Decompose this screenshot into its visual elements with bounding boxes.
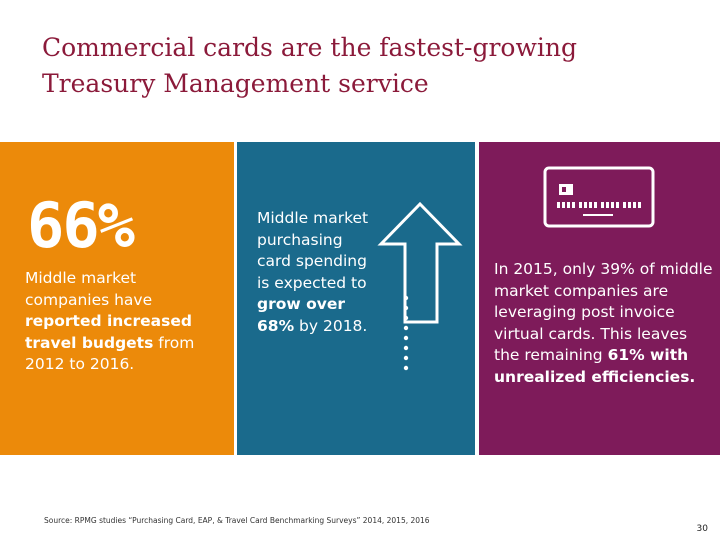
panel-virtual-cards: In 2015, only 39% of middle market compa… xyxy=(479,142,720,455)
panel2-text-c: by 2018. xyxy=(294,316,368,335)
panel2-text-bold: grow over 68% xyxy=(257,295,346,335)
panel3-text-a: In 2015, only 39% of middle market compa… xyxy=(494,260,713,365)
panel-purchasing-card: Middle market purchasing card spending i… xyxy=(237,142,475,455)
source-citation: Source: RPMG studies “Purchasing Card, E… xyxy=(44,516,430,525)
panel2-text: Middle market purchasing card spending i… xyxy=(257,208,379,338)
up-arrow-icon xyxy=(377,201,463,371)
page-number: 30 xyxy=(696,524,708,534)
panel1-text-bold: reported increased travel budgets xyxy=(25,312,192,352)
panel1-text-c: from 2012 to 2016. xyxy=(25,333,195,374)
panel-travel-budgets: 66% Middle market companies have reporte… xyxy=(0,142,234,455)
slide-title: Commercial cards are the fastest-growing… xyxy=(42,33,577,98)
stat-66-percent: 66% xyxy=(27,189,135,262)
panel1-text: Middle market companies have reported in… xyxy=(25,268,220,376)
credit-card-icon xyxy=(543,166,655,228)
panel1-text-a: Middle market companies have xyxy=(25,269,153,309)
panel2-text-a: Middle market purchasing card spending i… xyxy=(257,209,369,292)
panel3-text: In 2015, only 39% of middle market compa… xyxy=(494,259,716,389)
panel3-text-bold: 61% with unrealized efficiencies. xyxy=(494,346,696,386)
